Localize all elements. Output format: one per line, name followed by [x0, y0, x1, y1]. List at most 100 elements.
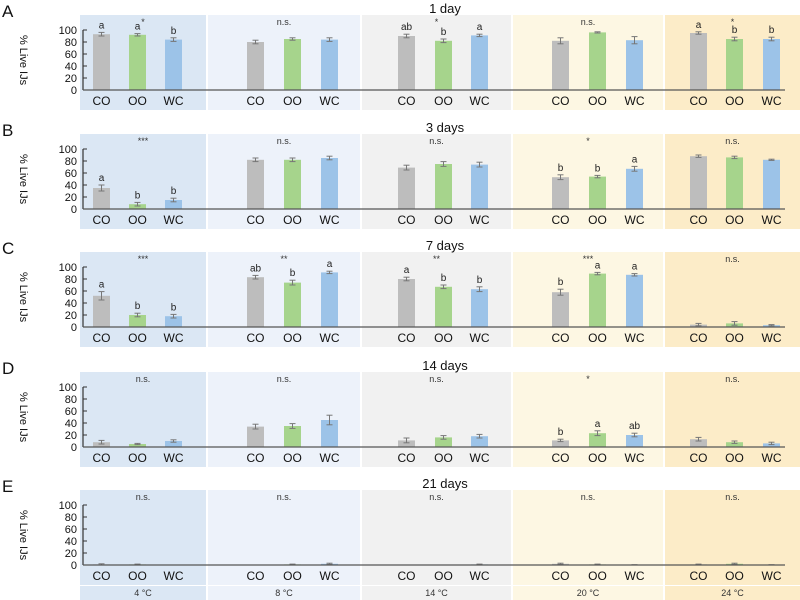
- y-tick-label: 80: [65, 512, 77, 524]
- temperature-label: 8 °C: [275, 588, 293, 598]
- category-label: CO: [398, 451, 416, 465]
- temperature-label: 14 °C: [425, 588, 448, 598]
- temperature-label: 24 °C: [721, 588, 744, 598]
- bar-oo: [129, 315, 146, 327]
- bar-co: [552, 292, 569, 327]
- group-letter: b: [135, 301, 141, 312]
- category-label: CO: [690, 331, 708, 345]
- bar-co: [552, 177, 569, 209]
- significance-label: n.s.: [429, 492, 444, 502]
- bar-wc: [165, 39, 182, 90]
- temperature-footer-cell: [665, 586, 800, 600]
- group-letter: b: [290, 268, 296, 279]
- y-tick-label: 80: [65, 274, 77, 286]
- bar-oo: [129, 444, 146, 447]
- significance-label: ***: [138, 254, 149, 264]
- category-label: CO: [247, 213, 265, 227]
- category-label: WC: [470, 213, 490, 227]
- group-letter: b: [595, 163, 601, 174]
- significance-label: n.s.: [429, 136, 444, 146]
- group-letter: a: [404, 265, 410, 276]
- y-tick-label: 0: [71, 85, 77, 97]
- category-label: WC: [320, 331, 340, 345]
- group-letter: a: [696, 20, 702, 31]
- bar-oo: [435, 164, 452, 209]
- significance-label: *: [586, 136, 590, 146]
- category-label: CO: [247, 331, 265, 345]
- category-label: OO: [128, 331, 147, 345]
- category-label: OO: [434, 331, 453, 345]
- panel-background-d-3: [362, 372, 511, 467]
- bar-oo: [589, 273, 606, 327]
- y-tick-label: 40: [65, 536, 77, 548]
- group-letter: b: [171, 302, 177, 313]
- bar-co: [247, 42, 264, 90]
- y-tick-label: 0: [71, 560, 77, 572]
- bar-wc: [626, 274, 643, 327]
- category-label: OO: [588, 451, 607, 465]
- y-tick-label: 100: [59, 382, 77, 394]
- category-label: CO: [552, 569, 570, 583]
- bar-co: [93, 295, 110, 327]
- category-label: CO: [552, 451, 570, 465]
- category-label: WC: [320, 213, 340, 227]
- panel-background-d-5: [665, 372, 800, 467]
- bar-co: [93, 442, 110, 447]
- category-label: CO: [93, 94, 111, 108]
- y-tick-label: 80: [65, 156, 77, 168]
- group-letter: b: [171, 186, 177, 197]
- y-tick-label: 0: [71, 322, 77, 334]
- bar-oo: [589, 433, 606, 447]
- category-label: WC: [470, 331, 490, 345]
- significance-label: ***: [583, 254, 594, 264]
- y-tick-label: 20: [65, 430, 77, 442]
- category-label: CO: [690, 451, 708, 465]
- category-label: WC: [762, 213, 782, 227]
- group-letter: b: [171, 26, 177, 37]
- y-tick-label: 100: [59, 144, 77, 156]
- y-tick-label: 60: [65, 168, 77, 180]
- category-label: WC: [470, 569, 490, 583]
- panel-letter: E: [2, 477, 13, 496]
- category-label: CO: [247, 451, 265, 465]
- row-title: 7 days: [426, 238, 465, 253]
- panel-background-e-2: [208, 490, 360, 585]
- y-tick-label: 60: [65, 49, 77, 61]
- bar-wc: [763, 159, 780, 209]
- y-tick-label: 100: [59, 25, 77, 37]
- y-axis-label: % Live IJs: [17, 154, 29, 205]
- category-label: WC: [625, 331, 645, 345]
- bar-co: [247, 426, 264, 447]
- temperature-footer-cell: [513, 586, 663, 600]
- category-label: CO: [398, 213, 416, 227]
- row-title: 3 days: [426, 120, 465, 135]
- category-label: WC: [164, 213, 184, 227]
- group-letter: b: [558, 163, 564, 174]
- significance-label: n.s.: [136, 492, 151, 502]
- bar-co: [247, 159, 264, 209]
- bar-oo: [129, 34, 146, 90]
- panel-background-e-1: [80, 490, 206, 585]
- bar-oo: [435, 437, 452, 447]
- category-label: CO: [552, 213, 570, 227]
- group-letter: b: [732, 25, 738, 36]
- category-label: CO: [398, 569, 416, 583]
- category-label: CO: [247, 94, 265, 108]
- category-label: CO: [247, 569, 265, 583]
- bar-oo: [284, 159, 301, 209]
- bar-co: [552, 440, 569, 447]
- category-label: OO: [725, 213, 744, 227]
- y-tick-label: 20: [65, 192, 77, 204]
- y-tick-label: 40: [65, 61, 77, 73]
- category-label: CO: [398, 94, 416, 108]
- category-label: OO: [283, 569, 302, 583]
- group-letter: a: [595, 260, 601, 271]
- group-letter: b: [135, 190, 141, 201]
- bar-oo: [284, 282, 301, 327]
- bar-oo: [284, 39, 301, 90]
- category-label: WC: [762, 569, 782, 583]
- category-label: OO: [725, 331, 744, 345]
- bar-oo: [726, 442, 743, 447]
- category-label: CO: [93, 569, 111, 583]
- row-title: 21 days: [422, 476, 468, 491]
